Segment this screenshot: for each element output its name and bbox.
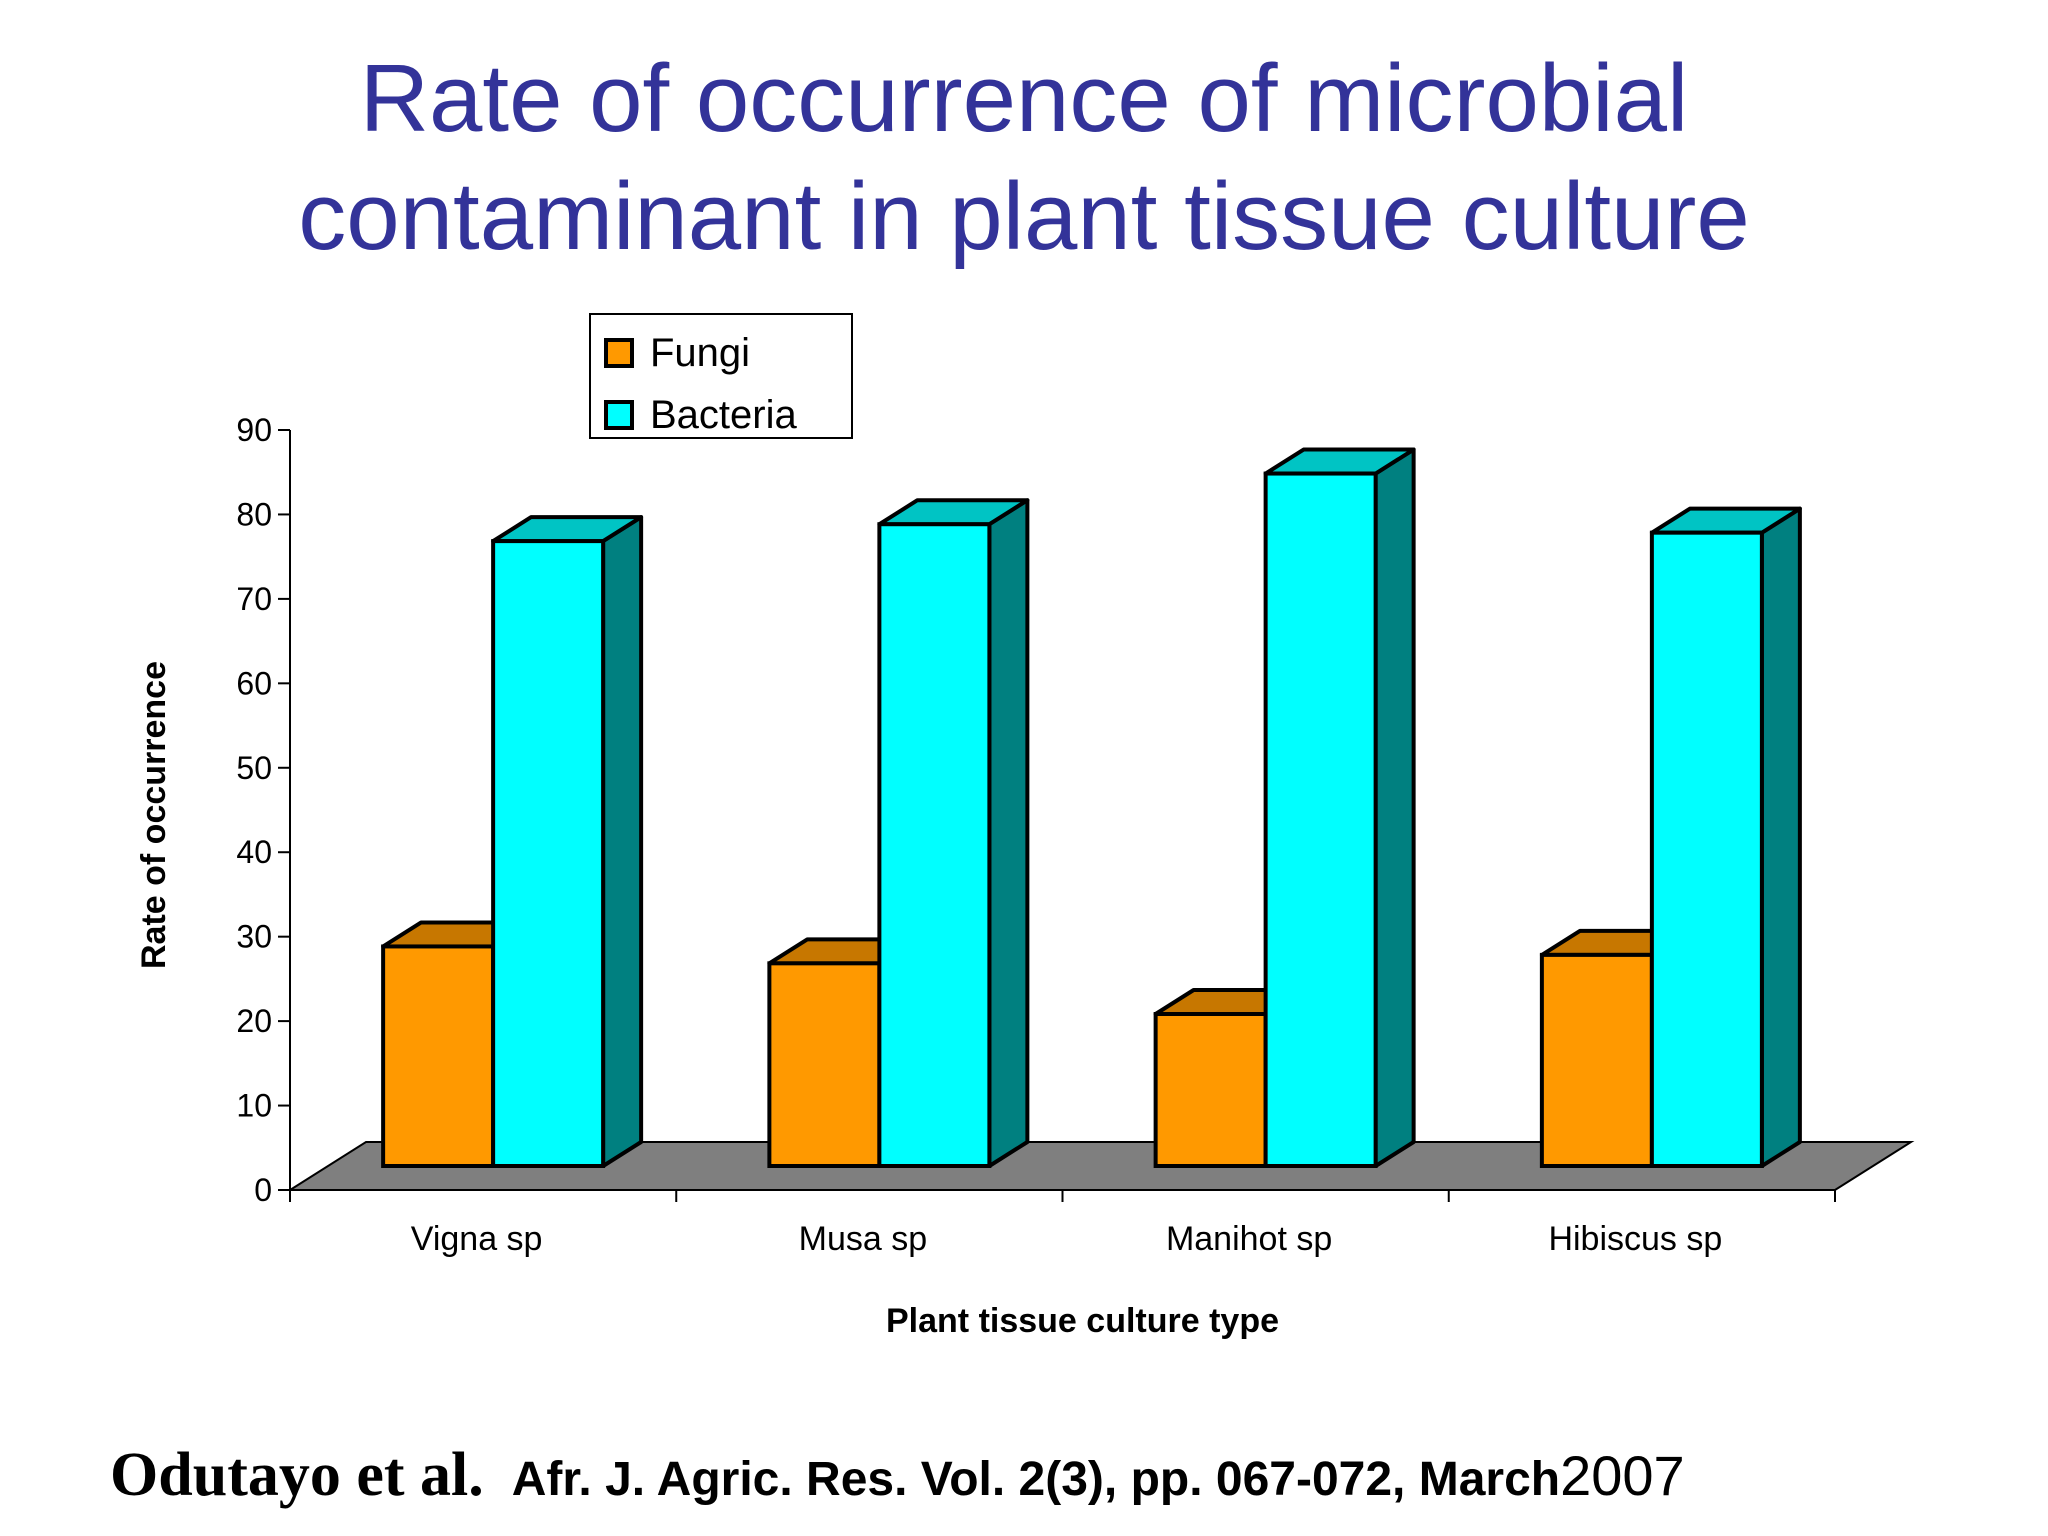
y-tick-label: 80 <box>236 496 272 532</box>
slide-title-line-1: Rate of occurrence of microbial <box>359 45 1689 152</box>
y-tick-label: 10 <box>236 1088 272 1124</box>
citation-year: 2007 <box>1560 1444 1685 1507</box>
bar-front <box>767 961 882 1168</box>
y-axis-label: Rate of occurrence <box>135 661 173 969</box>
citation: Odutayo et al. Afr. J. Agric. Res. Vol. 2… <box>110 1440 1685 1511</box>
bar-front <box>1263 471 1378 1168</box>
bar-side <box>1759 506 1802 1168</box>
bar-bacteria-vigna-sp <box>491 515 644 1168</box>
x-tick-label: Vigna sp <box>411 1220 543 1258</box>
slide-title-line-2: contaminant in plant tissue culture <box>298 163 1750 270</box>
bar-bacteria-hibiscus-sp <box>1649 506 1802 1168</box>
y-tick-label: 30 <box>236 919 272 955</box>
citation-authors: Odutayo et al. <box>110 1441 484 1509</box>
bar-front <box>1153 1012 1268 1168</box>
bar-bacteria-musa-sp <box>877 498 1030 1168</box>
y-tick-label: 70 <box>236 581 272 617</box>
legend-label: Bacteria <box>650 393 797 437</box>
legend-swatch <box>604 338 634 368</box>
y-tick-label: 20 <box>236 1003 272 1039</box>
x-tick-label: Manihot sp <box>1166 1220 1332 1258</box>
x-tick-label: Hibiscus sp <box>1548 1220 1722 1258</box>
bar-side <box>601 515 644 1168</box>
legend-label: Fungi <box>650 331 750 375</box>
citation-journal: Afr. J. Agric. Res. Vol. 2(3), pp. 067-0… <box>511 1453 1561 1506</box>
bar-front <box>491 539 606 1168</box>
bar-front <box>1649 530 1764 1168</box>
x-axis-label: Plant tissue culture type <box>886 1302 1279 1340</box>
y-tick-label: 50 <box>236 750 272 786</box>
y-tick-label: 0 <box>254 1172 272 1208</box>
bar-bacteria-manihot-sp <box>1263 447 1416 1168</box>
bar-side <box>1373 447 1416 1168</box>
bar-front <box>877 522 992 1168</box>
y-tick-label: 90 <box>236 412 272 448</box>
y-tick-label: 60 <box>236 665 272 701</box>
x-tick-label: Musa sp <box>799 1220 928 1258</box>
legend-swatch <box>604 400 634 430</box>
slide-title: Rate of occurrence of microbial contamin… <box>0 40 2048 276</box>
y-tick-label: 40 <box>236 834 272 870</box>
bar-side <box>987 498 1030 1168</box>
bar-front <box>1539 952 1654 1169</box>
bar-front <box>381 944 496 1169</box>
